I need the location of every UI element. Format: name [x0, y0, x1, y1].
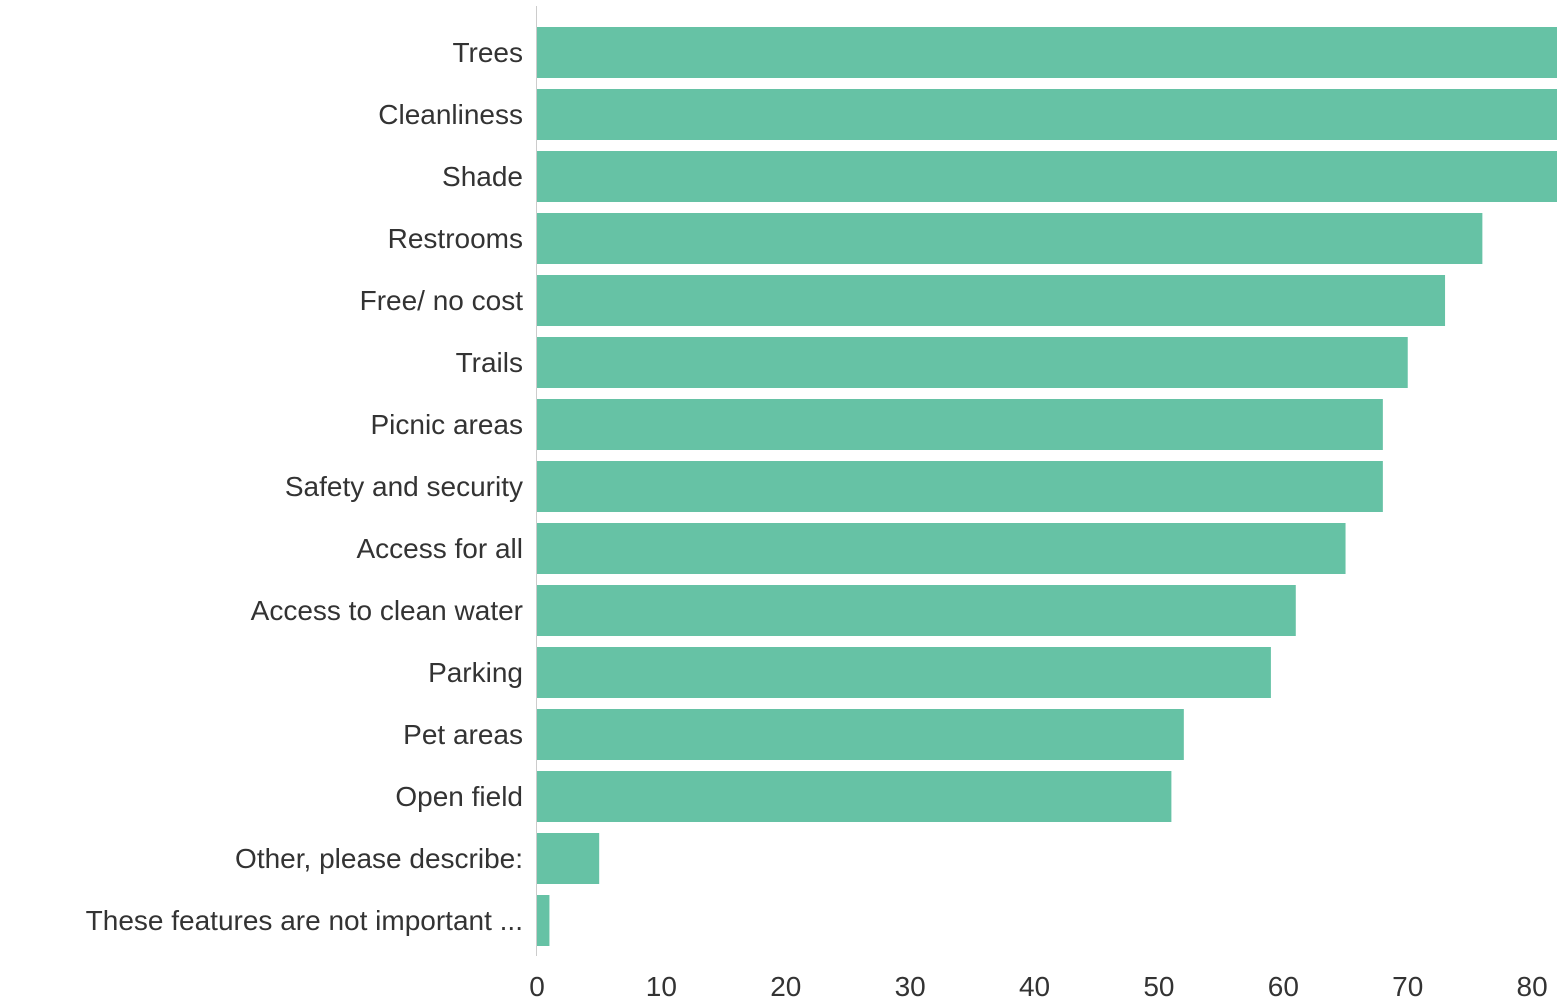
- x-tick-label: 80: [1517, 971, 1548, 1001]
- x-tick-label: 50: [1143, 971, 1174, 1001]
- category-label: Restrooms: [388, 223, 523, 254]
- category-label: Picnic areas: [370, 409, 523, 440]
- x-tick-label: 40: [1019, 971, 1050, 1001]
- category-label: Parking: [428, 657, 523, 688]
- category-label: Shade: [442, 161, 523, 192]
- bar: [537, 275, 1446, 326]
- bar: [537, 833, 600, 884]
- category-label: Cleanliness: [378, 99, 523, 130]
- bar: [537, 337, 1408, 388]
- category-label: Access to clean water: [251, 595, 523, 626]
- x-axis-ticks: 0 10 20 30 40 50 60 70 80: [529, 971, 1547, 1001]
- bar: [537, 27, 1557, 78]
- category-label: Pet areas: [403, 719, 523, 750]
- x-tick-label: 70: [1392, 971, 1423, 1001]
- category-label: Free/ no cost: [360, 285, 524, 316]
- category-labels: Trees Cleanliness Shade Restrooms Free/ no c…: [86, 37, 524, 936]
- category-label: Trees: [452, 37, 523, 68]
- x-tick-label: 0: [529, 971, 545, 1001]
- x-tick-label: 60: [1268, 971, 1299, 1001]
- bars-group: [537, 27, 1557, 946]
- bar: [537, 895, 550, 946]
- bar: [537, 399, 1383, 450]
- x-tick-label: 20: [770, 971, 801, 1001]
- category-label: Trails: [456, 347, 523, 378]
- bar: [537, 461, 1383, 512]
- bar: [537, 771, 1172, 822]
- bar: [537, 585, 1296, 636]
- bar: [537, 89, 1557, 140]
- bar: [537, 213, 1483, 264]
- x-tick-label: 30: [895, 971, 926, 1001]
- bar: [537, 647, 1271, 698]
- category-label: Open field: [395, 781, 523, 812]
- category-label: Safety and security: [285, 471, 523, 502]
- x-tick-label: 10: [646, 971, 677, 1001]
- category-label: Access for all: [357, 533, 524, 564]
- category-label: These features are not important ...: [86, 905, 523, 936]
- category-label: Other, please describe:: [235, 843, 523, 874]
- bar: [537, 709, 1184, 760]
- bar: [537, 151, 1557, 202]
- bar: [537, 523, 1346, 574]
